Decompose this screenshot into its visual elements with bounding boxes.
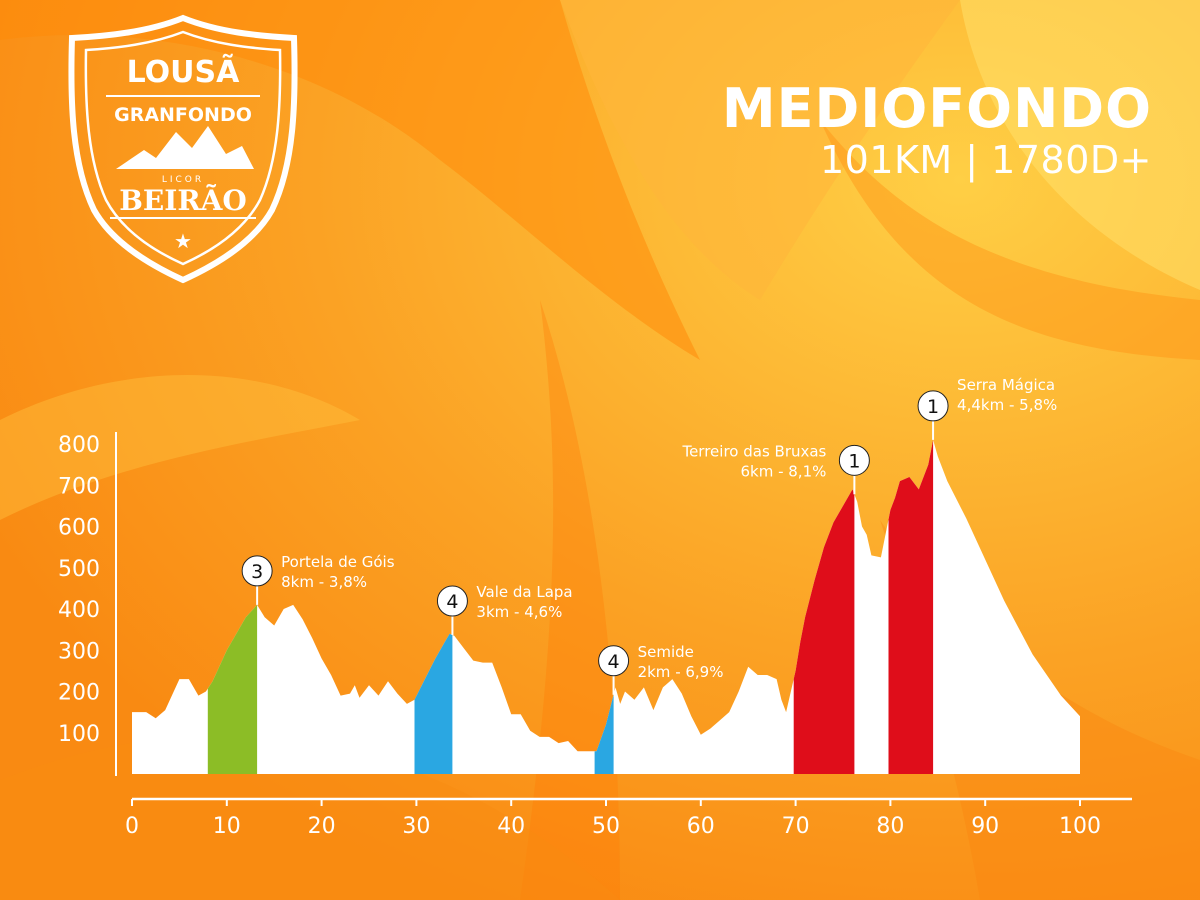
category-badge xyxy=(241,555,273,587)
y-tick-label: 700 xyxy=(58,474,100,499)
climb-detail: 4,4km - 5,8% xyxy=(957,396,1057,414)
category-badge xyxy=(838,444,870,476)
climb-segment-4 xyxy=(793,489,855,774)
climb-name: Portela de Góis xyxy=(281,553,395,571)
category-badge-text: 3 xyxy=(251,561,263,583)
climb-name: Terreiro das Bruxas xyxy=(681,442,826,460)
x-tick-label: 80 xyxy=(876,814,904,839)
title-block: MEDIOFONDO 101KM | 1780D+ xyxy=(721,77,1152,183)
page-title: MEDIOFONDO xyxy=(721,77,1152,140)
logo-line1: LOUSÃ xyxy=(127,53,241,90)
climb-segment-2 xyxy=(414,633,453,774)
route-summary: 101KM | 1780D+ xyxy=(819,138,1152,182)
y-tick-label: 200 xyxy=(58,681,100,706)
x-tick-label: 10 xyxy=(213,814,241,839)
climb-name: Vale da Lapa xyxy=(476,583,572,601)
category-badge-text: 4 xyxy=(608,651,620,673)
logo-line2: GRANFONDO xyxy=(114,104,252,126)
climbs-layer xyxy=(207,439,934,774)
x-tick-label: 100 xyxy=(1059,814,1101,839)
x-tick-label: 90 xyxy=(971,814,999,839)
category-badge-text: 4 xyxy=(446,591,458,613)
climb-detail: 3km - 4,6% xyxy=(476,603,562,621)
star-icon: ★ xyxy=(174,229,192,253)
profile-layer xyxy=(132,439,1080,774)
x-tick-label: 0 xyxy=(125,814,139,839)
y-tick-label: 500 xyxy=(58,557,100,582)
climb-name: Serra Mágica xyxy=(957,376,1055,394)
category-badge-text: 1 xyxy=(927,396,939,418)
x-tick-label: 60 xyxy=(687,814,715,839)
category-badge xyxy=(598,645,630,677)
lousa-granfondo-logo: LOUSÃ GRANFONDO LICOR BEIRÃO ★ xyxy=(68,14,298,284)
x-tick-label: 40 xyxy=(497,814,525,839)
mountain-icon xyxy=(116,126,254,169)
x-tick-label: 20 xyxy=(308,814,336,839)
logo-line4: BEIRÃO xyxy=(119,184,247,217)
x-tick-label: 70 xyxy=(782,814,810,839)
climb-segment-1 xyxy=(207,604,258,774)
climb-detail: 2km - 6,9% xyxy=(638,663,724,681)
labels-layer: 3 Portela de Góis 8km - 3,8% 4 Vale da Lapa 3… xyxy=(241,376,1057,695)
category-badge xyxy=(917,390,949,422)
climb-segment-3 xyxy=(594,694,614,774)
climb-name: Semide xyxy=(638,643,694,661)
x-tick-label: 30 xyxy=(402,814,430,839)
logo-line3: LICOR xyxy=(162,175,204,185)
x-tick-label: 50 xyxy=(592,814,620,839)
y-tick-label: 400 xyxy=(58,598,100,623)
y-tick-label: 600 xyxy=(58,516,100,541)
y-tick-label: 100 xyxy=(58,722,100,747)
y-tick-label: 800 xyxy=(58,433,100,458)
category-badge xyxy=(436,585,468,617)
category-badge-text: 1 xyxy=(848,450,860,472)
climb-detail: 8km - 3,8% xyxy=(281,573,367,591)
y-tick-label: 300 xyxy=(58,639,100,664)
elevation-profile-area xyxy=(132,439,1080,774)
axes-layer: 100 200 300 400 500 600 700 800 0 10 20 30 40 50 60 70 8… xyxy=(58,432,1132,839)
climb-segment-5 xyxy=(888,439,934,774)
climb-detail: 6km - 8,1% xyxy=(740,462,826,480)
